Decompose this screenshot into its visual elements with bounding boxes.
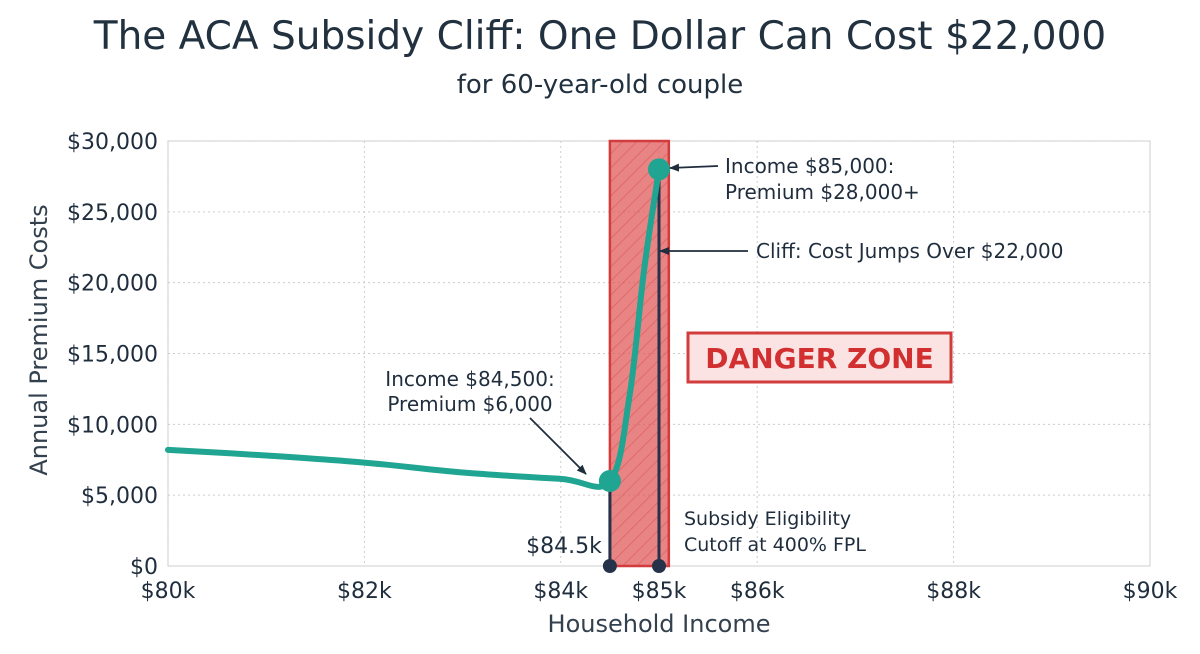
annotation-low-line2: Premium $6,000 — [387, 392, 552, 416]
chart-subtitle: for 60-year-old couple — [456, 70, 744, 100]
danger-zone-label-box — [686, 331, 953, 384]
y-tick-label: $20,000 — [67, 272, 158, 297]
annotation-high-arrow — [669, 163, 719, 172]
highlight-point — [648, 158, 670, 181]
y-tick-label: $10,000 — [67, 413, 158, 438]
x-axis-label: Household Income — [548, 610, 771, 638]
annotation-cutoff-line2: Cutoff at 400% FPL — [684, 534, 866, 556]
y-tick-label: $30,000 — [67, 130, 158, 155]
y-tick-label: $0 — [130, 555, 158, 580]
annotation-low-arrow — [529, 417, 587, 475]
annotation-cliff-label: Cliff: Cost Jumps Over $22,000 — [756, 239, 1063, 263]
cliff-axis-dot — [652, 559, 666, 573]
cutoff-axis-dot — [602, 559, 617, 573]
y-tick-label: $5,000 — [81, 484, 158, 509]
x-tick-label: $86k — [730, 579, 785, 604]
annotation-high-line2: Premium $28,000+ — [725, 180, 920, 204]
chart-title: The ACA Subsidy Cliff: One Dollar Can Co… — [93, 14, 1107, 59]
cutoff-marker-label: $84.5k — [526, 534, 602, 559]
y-tick-label: $15,000 — [67, 343, 158, 368]
premium-series-line — [165, 166, 662, 490]
annotation-cutoff-line1: Subsidy Eligibility — [684, 508, 851, 530]
annotation-high-line1: Income $85,000: — [725, 154, 894, 178]
x-tick-label: $88k — [926, 579, 981, 604]
highlight-point — [598, 470, 621, 492]
annotation-low-line1: Income $84,500: — [385, 367, 554, 391]
x-tick-label: $85k — [632, 579, 687, 604]
x-tick-label: $84k — [533, 579, 588, 604]
x-tick-label: $82k — [337, 579, 392, 604]
y-tick-label: $25,000 — [67, 201, 158, 226]
danger-zone-label: DANGER ZONE — [705, 342, 933, 375]
y-axis-label: Annual Premium Costs — [25, 204, 53, 475]
x-tick-label: $90k — [1123, 579, 1178, 604]
x-tick-label: $80k — [141, 579, 196, 604]
